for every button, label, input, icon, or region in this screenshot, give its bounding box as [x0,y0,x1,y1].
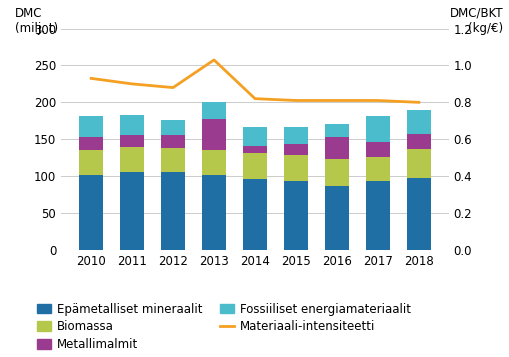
Bar [120,135,144,147]
Bar [365,157,389,181]
Bar [202,175,226,250]
Bar [242,179,267,250]
Bar [365,142,389,157]
Bar [160,120,185,135]
Bar [242,146,267,152]
Bar [120,172,144,250]
Bar [365,181,389,250]
Bar [160,135,185,148]
Bar [406,110,430,134]
Bar [324,186,349,250]
Bar [202,102,226,119]
Bar [202,119,226,150]
Legend: Epämetalliset mineraalit, Biomassa, Metallimalmit, Fossiiliset energiamateriaali: Epämetalliset mineraalit, Biomassa, Meta… [37,303,410,351]
Text: (milj. t): (milj. t) [15,22,58,35]
Bar [324,124,349,137]
Text: DMC/BKT: DMC/BKT [448,7,502,20]
Bar [324,159,349,186]
Bar [283,127,307,144]
Bar [365,116,389,142]
Bar [406,178,430,250]
Bar [120,115,144,135]
Bar [79,150,103,175]
Bar [79,137,103,150]
Bar [202,150,226,175]
Text: (kg/€): (kg/€) [467,22,502,35]
Bar [324,137,349,159]
Bar [160,148,185,172]
Bar [79,175,103,250]
Bar [283,144,307,155]
Bar [79,116,103,137]
Bar [242,127,267,146]
Bar [406,149,430,178]
Bar [406,134,430,149]
Bar [283,181,307,250]
Bar [120,147,144,172]
Text: DMC: DMC [15,7,42,20]
Bar [160,172,185,250]
Bar [283,155,307,181]
Bar [242,152,267,179]
